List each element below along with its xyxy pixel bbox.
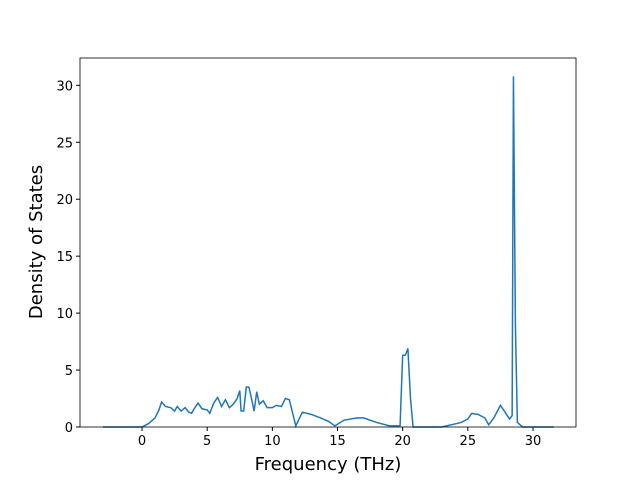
x-tick-label: 25 xyxy=(460,434,477,449)
y-tick-label: 30 xyxy=(56,79,73,94)
y-tick-label: 0 xyxy=(65,421,73,436)
x-tick-label: 20 xyxy=(394,434,411,449)
y-axis-label: Density of States xyxy=(26,165,47,319)
x-tick-label: 30 xyxy=(525,434,542,449)
y-tick-label: 15 xyxy=(56,250,73,265)
x-tick-label: 0 xyxy=(138,434,146,449)
y-tick-label: 10 xyxy=(56,307,73,322)
x-axis-label: Frequency (THz) xyxy=(255,454,402,475)
y-tick-label: 25 xyxy=(56,136,73,151)
y-tick-label: 20 xyxy=(56,193,73,208)
y-tick-label: 5 xyxy=(65,364,73,379)
x-tick-label: 15 xyxy=(329,434,346,449)
x-tick-label: 10 xyxy=(264,434,281,449)
data-line xyxy=(102,76,554,429)
axes-frame xyxy=(79,57,577,428)
x-tick-label: 5 xyxy=(203,434,211,449)
